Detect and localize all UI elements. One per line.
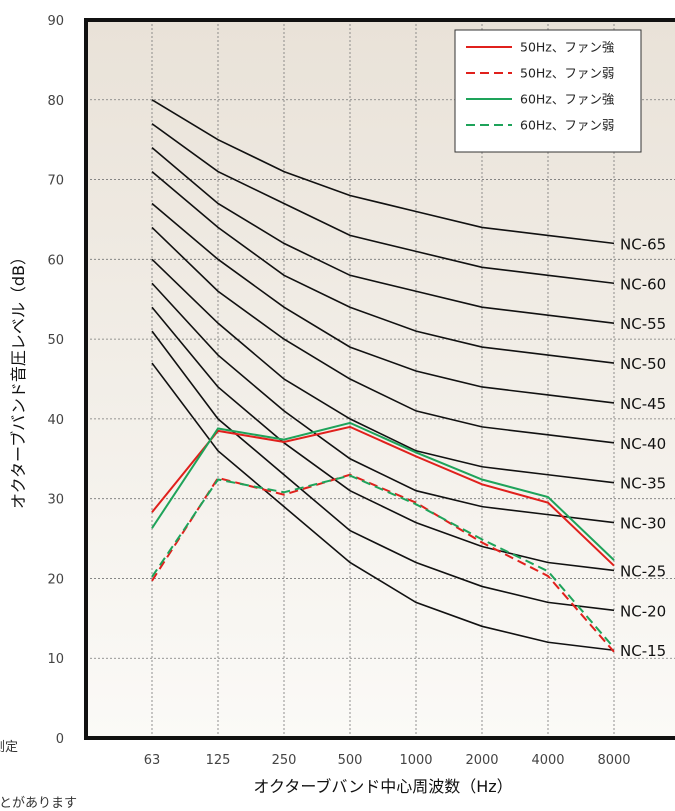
nc-curve-nc-35: [151, 258, 615, 484]
legend-label-0: 50Hz、ファン強: [520, 40, 615, 55]
legend-box: [454, 29, 642, 153]
measurement-series: [151, 421, 615, 653]
nc-label-nc-40: NC-40: [620, 435, 666, 453]
nc-label-nc-65: NC-65: [620, 235, 666, 253]
legend: 50Hz、ファン強 50Hz、ファン弱 60Hz、ファン強 60Hz、ファン弱: [454, 29, 642, 153]
nc-curve-nc-45: [151, 202, 615, 404]
nc-curve-nc-50: [151, 170, 615, 364]
nc-label-nc-35: NC-35: [620, 475, 666, 493]
nc-curve-nc-15: [151, 362, 615, 652]
x-tick-500: 500: [338, 753, 363, 768]
series-line-0: [151, 425, 615, 567]
x-tick-125: 125: [206, 753, 231, 768]
y-tick-90: 90: [47, 14, 64, 29]
x-tick-2000: 2000: [465, 753, 498, 768]
nc-curve-nc-20: [151, 330, 615, 612]
grid-lines: [86, 20, 675, 738]
y-axis-ticks: 0 10 20 30 40 50 60 70 80 90: [47, 14, 64, 747]
y-tick-0: 0: [56, 732, 64, 747]
nc-curve-nc-25: [151, 306, 615, 572]
nc-label-nc-45: NC-45: [620, 395, 666, 413]
y-tick-60: 60: [47, 253, 64, 268]
series-line-2: [151, 421, 615, 561]
y-tick-40: 40: [47, 413, 64, 428]
y-tick-20: 20: [47, 572, 64, 587]
nc-curve-nc-55: [151, 147, 615, 324]
x-tick-63: 63: [144, 753, 161, 768]
nc-curve-nc-40: [151, 226, 615, 444]
y-tick-10: 10: [47, 652, 64, 667]
series-line-3: [151, 474, 615, 649]
y-axis-title: オクターブバンド音圧レベル（dB）: [9, 249, 28, 509]
legend-label-2: 60Hz、ファン強: [520, 92, 615, 107]
side-note-measurement: 測定: [0, 740, 19, 755]
nc-curve-nc-30: [151, 282, 615, 524]
nc-label-nc-20: NC-20: [620, 602, 666, 620]
nc-label-nc-15: NC-15: [620, 642, 666, 660]
plot-frame: [84, 18, 675, 740]
nc-label-nc-55: NC-55: [620, 315, 666, 333]
nc-label-nc-25: NC-25: [620, 562, 666, 580]
y-tick-30: 30: [47, 493, 64, 508]
y-tick-80: 80: [47, 94, 64, 109]
nc-curves: [151, 99, 615, 652]
x-tick-250: 250: [272, 753, 297, 768]
nc-curve-nc-60: [151, 123, 615, 285]
x-axis-title: オクターブバンド中心周波数（Hz）: [253, 777, 512, 796]
nc-label-nc-60: NC-60: [620, 275, 666, 293]
legend-label-1: 50Hz、ファン弱: [520, 66, 614, 81]
nc-label-nc-30: NC-30: [620, 515, 666, 533]
y-tick-70: 70: [47, 174, 64, 189]
nc-curve-labels: NC-65 NC-60 NC-55 NC-50 NC-45 NC-40 NC-35 NC-30…: [620, 235, 666, 660]
legend-label-3: 60Hz、ファン弱: [520, 118, 614, 133]
y-tick-50: 50: [47, 333, 64, 348]
x-axis-ticks: 63 125 250 500 1000 2000 4000 8000: [144, 753, 631, 768]
x-tick-1000: 1000: [399, 753, 432, 768]
nc-label-nc-50: NC-50: [620, 355, 666, 373]
nc-curve-nc-65: [151, 99, 615, 245]
x-tick-8000: 8000: [597, 753, 630, 768]
x-tick-4000: 4000: [531, 753, 564, 768]
side-note-possibility: ことがあります: [0, 796, 78, 811]
